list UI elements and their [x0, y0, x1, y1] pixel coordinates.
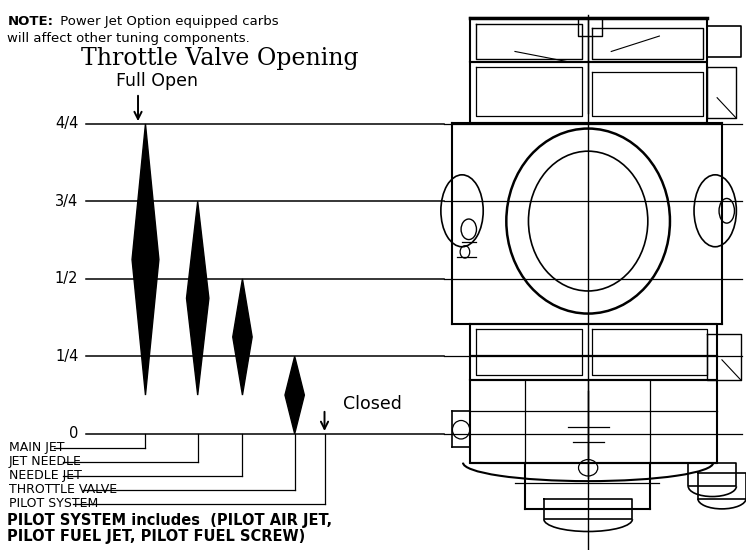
Text: PILOT SYSTEM includes  (PILOT AIR JET,: PILOT SYSTEM includes (PILOT AIR JET, — [7, 513, 333, 528]
Text: will affect other tuning components.: will affect other tuning components. — [7, 32, 250, 45]
Text: 3/4: 3/4 — [55, 194, 78, 209]
Polygon shape — [233, 279, 252, 395]
Text: Closed: Closed — [343, 395, 402, 414]
Text: 1/4: 1/4 — [55, 349, 78, 364]
Text: PILOT FUEL JET, PILOT FUEL SCREW): PILOT FUEL JET, PILOT FUEL SCREW) — [7, 529, 306, 543]
Text: JET NEEDLE: JET NEEDLE — [9, 455, 82, 468]
Text: NOTE:: NOTE: — [7, 15, 54, 28]
Text: Power Jet Option equipped carbs: Power Jet Option equipped carbs — [56, 15, 278, 28]
Polygon shape — [132, 124, 159, 395]
Polygon shape — [186, 201, 209, 395]
Text: 4/4: 4/4 — [55, 117, 78, 131]
Text: PILOT SYSTEM: PILOT SYSTEM — [9, 497, 98, 510]
Text: THROTTLE VALVE: THROTTLE VALVE — [9, 483, 117, 496]
Text: Full Open: Full Open — [116, 73, 198, 90]
Polygon shape — [285, 356, 304, 434]
Text: 1/2: 1/2 — [54, 271, 78, 287]
Text: 0: 0 — [69, 426, 78, 441]
Text: NEEDLE JET: NEEDLE JET — [9, 469, 82, 482]
Text: MAIN JET: MAIN JET — [9, 441, 64, 454]
Text: Throttle Valve Opening: Throttle Valve Opening — [81, 47, 359, 70]
